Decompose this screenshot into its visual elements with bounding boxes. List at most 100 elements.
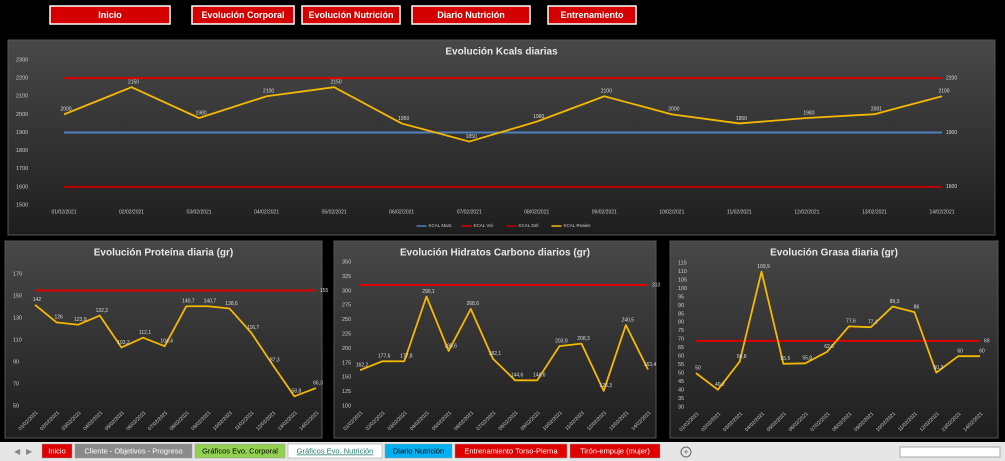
y-tick-label: 2000 xyxy=(16,112,28,118)
series-line xyxy=(63,86,943,143)
nav-button[interactable] xyxy=(411,5,531,25)
y-tick-label: 45 xyxy=(678,379,684,385)
x-tick-label: 08/02/2021 xyxy=(524,209,549,215)
x-tick-label: 02/02/2021 xyxy=(119,209,144,215)
data-label: 310 xyxy=(652,282,661,288)
x-tick-label: 07/02/2021 xyxy=(457,209,482,215)
y-tick-label: 125 xyxy=(342,389,351,395)
data-label: 138,6 xyxy=(225,301,238,307)
data-label: 132,2 xyxy=(96,308,109,314)
nav-button[interactable] xyxy=(191,5,295,25)
x-tick-label: 09/02/2021 xyxy=(592,209,617,215)
y-tick-label: 250 xyxy=(342,317,351,323)
chart-panel xyxy=(7,39,996,236)
nav-button-label: Evolución Nutrición xyxy=(308,10,393,20)
y-tick-label: 40 xyxy=(678,388,684,394)
y-tick-label: 100 xyxy=(678,286,687,292)
chart-title: Evolución Hidratos Carbono diarios (gr) xyxy=(400,248,590,259)
chart-panel xyxy=(333,240,657,439)
x-tick-label: 03/02/2021 xyxy=(187,209,212,215)
y-tick-label: 85 xyxy=(678,311,684,317)
data-label: 50 xyxy=(695,365,701,371)
data-label: 1950 xyxy=(736,116,747,122)
chart-panel xyxy=(669,240,999,439)
data-label: 240,5 xyxy=(622,317,635,323)
chart-title: Evolución Grasa diaria (gr) xyxy=(770,248,898,259)
data-label: 2150 xyxy=(331,80,342,86)
nav-button[interactable] xyxy=(547,5,637,25)
y-tick-label: 2100 xyxy=(16,94,28,100)
sheet-tab-label: Gráficos Evo. Nutrición xyxy=(297,446,374,455)
data-label: 2150 xyxy=(128,80,139,86)
x-tick-label: 13/02/2021 xyxy=(862,209,887,215)
data-label: 155 xyxy=(320,288,329,294)
y-tick-label: 105 xyxy=(678,277,687,283)
y-tick-label: 325 xyxy=(342,274,351,280)
y-tick-label: 110 xyxy=(678,269,687,275)
data-label: 144,6 xyxy=(511,373,524,379)
add-sheet[interactable] xyxy=(680,446,692,458)
data-label: 182,1 xyxy=(489,351,502,357)
horizontal-scrollbar[interactable] xyxy=(899,446,1001,458)
y-tick-label: 2300 xyxy=(16,57,28,63)
y-tick-label: 200 xyxy=(342,346,351,352)
data-label: 268,6 xyxy=(467,301,480,307)
data-label: 142 xyxy=(33,297,42,303)
legend-label: KCAL Vol. xyxy=(474,223,494,228)
sheet-tab[interactable] xyxy=(287,443,383,459)
series-line xyxy=(695,270,980,391)
data-label: 1980 xyxy=(803,110,814,116)
nav-button[interactable] xyxy=(49,5,171,25)
y-tick-label: 110 xyxy=(13,337,22,343)
y-tick-label: 50 xyxy=(678,371,684,377)
sheet-tab[interactable] xyxy=(569,443,661,459)
y-tick-label: 75 xyxy=(678,328,684,334)
data-label: 62,6 xyxy=(824,344,834,350)
data-label: 60 xyxy=(957,349,963,355)
data-label: 1850 xyxy=(466,134,477,140)
sheet-tab[interactable] xyxy=(194,443,286,459)
data-label: 56,8 xyxy=(737,354,747,360)
data-label: 66,3 xyxy=(313,380,323,386)
data-label: 177,8 xyxy=(400,354,413,360)
data-label: 2100 xyxy=(601,89,612,95)
y-tick-label: 35 xyxy=(678,396,684,402)
x-tick-label: 06/02/2021 xyxy=(389,209,414,215)
nav-button[interactable] xyxy=(301,5,401,25)
data-label: 144,6 xyxy=(533,373,546,379)
nav-button-label: Entrenamiento xyxy=(560,10,624,20)
data-label: 2000 xyxy=(60,107,71,113)
x-tick-label: 10/02/2021 xyxy=(659,209,684,215)
series-line xyxy=(34,304,317,398)
data-label: 89,3 xyxy=(890,299,900,305)
data-label: 104,4 xyxy=(160,338,173,344)
tab-scroll-left[interactable]: ◀ xyxy=(14,447,21,456)
legend-label: KCAL Mant. xyxy=(429,223,453,228)
y-tick-label: 150 xyxy=(342,375,351,381)
sheet-tab[interactable] xyxy=(41,443,73,459)
data-label: 177,6 xyxy=(378,354,391,360)
data-label: 58,8 xyxy=(292,389,302,395)
sheet-tab-label: Entrenamiento Torso-Pierna xyxy=(464,446,558,455)
legend-label: KCAL Reales xyxy=(564,223,592,228)
sheet-tab[interactable] xyxy=(384,443,453,459)
data-label: 2001 xyxy=(871,107,882,113)
data-label: 40,2 xyxy=(715,382,725,388)
x-tick-label: 04/02/2021 xyxy=(254,209,279,215)
y-tick-label: 95 xyxy=(678,294,684,300)
sheet-tab[interactable] xyxy=(454,443,568,459)
data-label: 140,7 xyxy=(182,299,195,305)
data-label: 123,9 xyxy=(74,317,87,323)
sheet-tab[interactable] xyxy=(74,443,193,459)
tab-scroll-right[interactable]: ▶ xyxy=(26,447,33,456)
data-label: 126 xyxy=(54,315,63,321)
data-label: 86 xyxy=(914,304,920,310)
y-tick-label: 65 xyxy=(678,345,684,351)
y-tick-label: 1800 xyxy=(16,148,28,154)
sheet-tab-label: Tirón-empuje (mujer) xyxy=(580,446,650,455)
sheet-tab-label: Inicio xyxy=(48,446,66,455)
y-tick-label: 90 xyxy=(678,303,684,309)
nav-button-label: Diario Nutrición xyxy=(437,10,505,20)
y-tick-label: 55 xyxy=(678,362,684,368)
